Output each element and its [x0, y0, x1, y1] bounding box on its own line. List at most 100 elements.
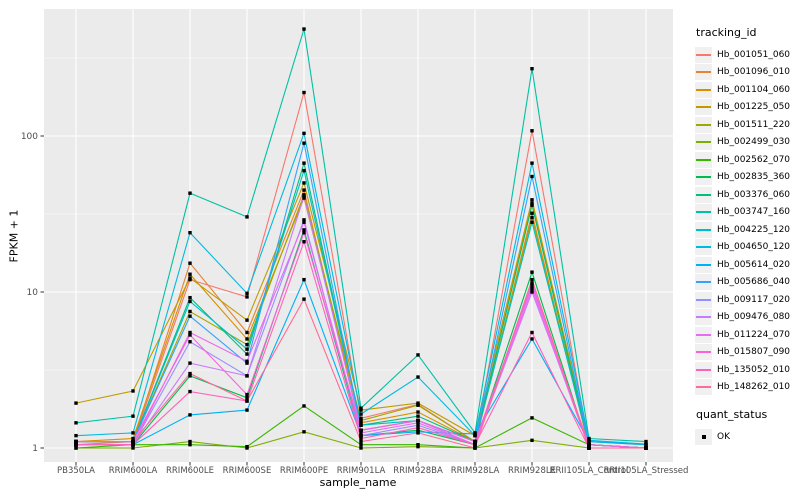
line-key-icon: [695, 151, 712, 168]
data-point: [587, 442, 591, 447]
line-key-icon: [695, 46, 712, 63]
data-point: [302, 161, 306, 165]
data-point: [245, 361, 249, 365]
data-point: [359, 446, 363, 450]
legend-item-label: Hb_005614_020: [717, 259, 791, 270]
y-tick-label: 10: [27, 288, 39, 298]
data-point: [302, 230, 306, 235]
data-point: [473, 446, 477, 450]
data-point: [416, 431, 420, 435]
line-key-icon: [695, 256, 712, 273]
data-point: [245, 444, 249, 449]
legend-item-Hb_002562_070: Hb_002562_070: [686, 151, 800, 169]
legend-color-line: [696, 88, 711, 91]
data-point: [473, 439, 477, 444]
data-point: [416, 425, 420, 430]
x-tick-label: RRIM600LA: [109, 466, 158, 476]
legend-item-Hb_135052_010: Hb_135052_010: [686, 361, 800, 379]
line-key-icon: [695, 274, 712, 291]
data-point: [530, 211, 534, 215]
data-point: [530, 198, 534, 202]
data-point: [74, 442, 78, 447]
data-point: [416, 375, 420, 379]
data-point: [416, 410, 420, 414]
tracking-id-legend-items: Hb_001051_060 Hb_001096_010 Hb_001104_060 H…: [686, 46, 800, 396]
data-point: [530, 67, 534, 71]
data-point: [302, 240, 306, 244]
data-point: [644, 442, 648, 447]
data-point: [131, 431, 135, 435]
legend-item-Hb_001104_060: Hb_001104_060: [686, 81, 800, 99]
legend-item-label: Hb_148262_010: [717, 382, 791, 393]
legend-item-Hb_004650_120: Hb_004650_120: [686, 239, 800, 257]
data-point: [359, 408, 363, 412]
legend-color-line: [696, 246, 711, 249]
data-point: [302, 220, 306, 224]
legend-item-label: Hb_002499_030: [717, 137, 791, 148]
line-key-icon: [695, 379, 712, 396]
data-point: [530, 270, 534, 274]
legend-item-Hb_005614_020: Hb_005614_020: [686, 256, 800, 274]
data-point: [188, 272, 192, 276]
legend-item-Hb_001511_220: Hb_001511_220: [686, 116, 800, 134]
data-point: [416, 444, 420, 449]
line-key-icon: [695, 344, 712, 361]
data-point: [587, 439, 591, 444]
data-point: [587, 446, 591, 450]
data-point: [416, 403, 420, 407]
legend-item-label: Hb_011224_070: [717, 329, 791, 340]
data-point: [131, 389, 135, 393]
x-tick-label: RRII105LA_Control: [550, 466, 629, 476]
data-point: [530, 283, 534, 288]
data-point: [245, 347, 249, 351]
legend-item-Hb_009117_020: Hb_009117_020: [686, 291, 800, 309]
legend-item-label: Hb_015807_090: [717, 347, 791, 358]
data-point: [416, 353, 420, 357]
legend-color-line: [696, 176, 711, 179]
point-key-icon: [695, 428, 712, 445]
data-point: [530, 161, 534, 165]
legend-item-label: Hb_005686_040: [717, 277, 791, 288]
quant-status-legend-item: OK: [686, 428, 800, 446]
data-point: [302, 228, 306, 232]
x-tick-label: RRIM901LA: [337, 466, 386, 476]
legend-color-line: [696, 298, 711, 301]
data-point: [473, 442, 477, 447]
data-point: [188, 389, 192, 394]
data-point: [473, 432, 477, 436]
data-point: [302, 131, 306, 136]
data-point: [188, 361, 192, 365]
data-point: [416, 418, 420, 423]
data-point: [530, 330, 534, 335]
data-point: [245, 342, 249, 347]
line-key-icon: [695, 221, 712, 238]
data-point: [74, 446, 78, 450]
data-point: [359, 416, 363, 421]
data-point: [302, 90, 306, 95]
data-point: [302, 297, 306, 301]
x-tick-label: RRII105LA_Stressed: [604, 466, 689, 476]
x-tick-label: RRIM600SE: [223, 466, 272, 476]
legend-item-Hb_001051_060: Hb_001051_060: [686, 46, 800, 64]
y-tick-label: 100: [21, 132, 38, 142]
legend-item-Hb_003376_060: Hb_003376_060: [686, 186, 800, 204]
data-point: [302, 430, 306, 434]
data-point: [245, 337, 249, 341]
legend-item-Hb_011224_070: Hb_011224_070: [686, 326, 800, 344]
legend-color-line: [696, 123, 711, 126]
x-tick-label: RRIM600LE: [166, 466, 214, 476]
data-point: [188, 261, 192, 265]
y-axis-title: FPKM + 1: [7, 209, 21, 263]
data-point: [245, 318, 249, 322]
data-point: [359, 442, 363, 447]
legend-color-line: [696, 316, 711, 319]
data-point: [302, 277, 306, 282]
data-point: [302, 27, 306, 31]
data-point: [530, 416, 534, 420]
legend-item-Hb_002835_360: Hb_002835_360: [686, 169, 800, 187]
data-point: [188, 340, 192, 344]
legend-color-line: [696, 386, 711, 389]
data-point: [359, 421, 363, 425]
x-tick-label: PB350LA: [57, 466, 95, 476]
data-point: [416, 442, 420, 447]
